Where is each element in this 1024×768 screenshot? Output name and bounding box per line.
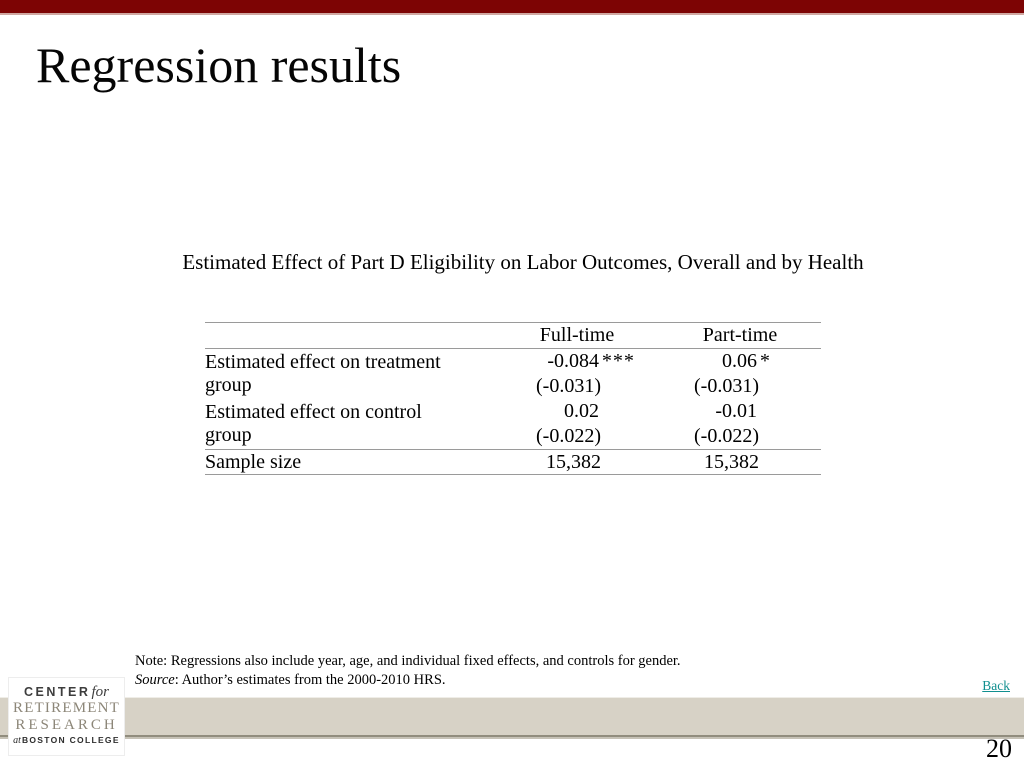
footnotes-block: Note: Regressions also include year, age… <box>135 652 681 690</box>
standard-error: (-0.031) <box>536 375 601 397</box>
logo-line-retirement: RETIREMENT <box>13 700 120 716</box>
source-line: Source: Author’s estimates from the 2000… <box>135 671 681 690</box>
logo-for-text: for <box>91 684 109 700</box>
coefficient-value: 0.02 <box>564 400 599 422</box>
slide-title: Regression results <box>36 37 402 93</box>
standard-error: (-0.022) <box>536 425 601 447</box>
header-part-time-label: Part-time <box>702 324 778 346</box>
table-caption: Estimated Effect of Part D Eligibility o… <box>182 250 864 274</box>
table-header-row: Full-time Part-time <box>205 322 821 349</box>
note-line: Note: Regressions also include year, age… <box>135 653 681 669</box>
significance-stars: * <box>759 350 770 372</box>
source-text: : Author’s estimates from the 2000-2010 … <box>174 672 446 688</box>
coefficient-line: 0.06 * <box>651 349 770 374</box>
header-empty-cell <box>205 322 471 349</box>
row-label-treatment: Estimated effect on treatment group <box>205 351 441 396</box>
cell-control-fulltime: 0.02 (-0.022) <box>471 399 651 450</box>
row-label-sample-size: Sample size <box>205 449 471 475</box>
coefficient-line: 0.02 <box>471 399 601 424</box>
logo-college-text: BOSTON COLLEGE <box>21 735 120 745</box>
cell-treatment-parttime: 0.06 * (-0.031) <box>651 349 821 400</box>
cell-sample-parttime: 15,382 <box>651 449 821 475</box>
significance-stars: *** <box>601 350 634 372</box>
header-full-time: Full-time <box>471 322 651 349</box>
crr-logo: CENTERfor RETIREMENT RESEARCH atBOSTON C… <box>8 677 125 756</box>
coefficient-value: 0.06 <box>722 350 757 372</box>
coefficient-line: -0.084 *** <box>471 349 634 374</box>
top-accent-bar <box>0 0 1024 15</box>
logo-center-text: CENTER <box>24 685 91 699</box>
logo-at-text: at <box>13 735 21 746</box>
back-link[interactable]: Back <box>982 678 1010 693</box>
standard-error: (-0.022) <box>694 425 759 447</box>
logo-line-center: CENTERfor <box>9 685 124 700</box>
regression-table: Full-time Part-time Estimated effect on … <box>205 322 821 475</box>
standard-error: (-0.031) <box>694 375 759 397</box>
page-number: 20 <box>986 734 1012 763</box>
table-row: Estimated effect on treatment group -0.0… <box>205 349 821 400</box>
logo-line-research: RESEARCH <box>15 717 118 733</box>
coefficient-line: -0.01 <box>651 399 759 424</box>
table-row: Estimated effect on control group 0.02 (… <box>205 399 821 450</box>
cell-sample-fulltime: 15,382 <box>471 449 651 475</box>
header-part-time: Part-time <box>651 322 821 349</box>
regression-table-container: Full-time Part-time Estimated effect on … <box>205 322 821 475</box>
table-row: Sample size 15,382 15,382 <box>205 449 821 475</box>
logo-line-boston-college: atBOSTON COLLEGE <box>9 734 124 747</box>
coefficient-value: -0.01 <box>715 400 757 422</box>
footer-band <box>0 697 1024 737</box>
cell-control-parttime: -0.01 (-0.022) <box>651 399 821 450</box>
coefficient-value: -0.084 <box>547 350 599 372</box>
row-label-control: Estimated effect on control group <box>205 401 422 446</box>
source-label: Source <box>135 672 175 688</box>
header-full-time-label: Full-time <box>539 324 615 346</box>
cell-treatment-fulltime: -0.084 *** (-0.031) <box>471 349 651 400</box>
